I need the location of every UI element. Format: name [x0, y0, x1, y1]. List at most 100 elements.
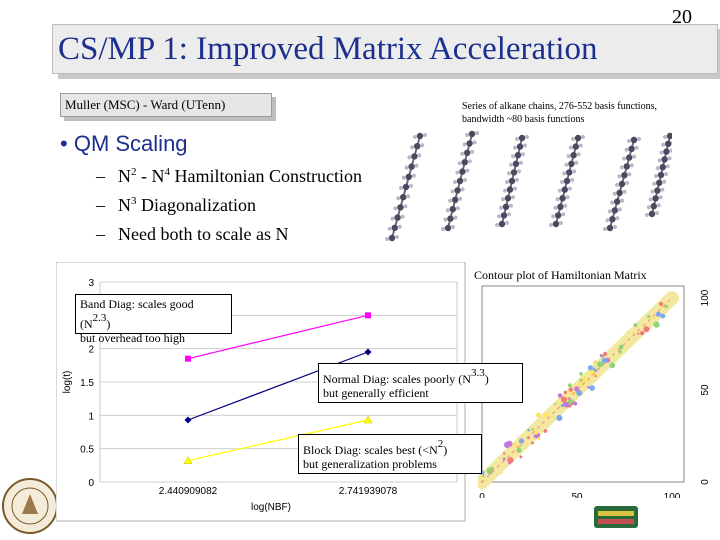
series-line: [187, 314, 369, 360]
hydrogen-atom: [561, 212, 566, 217]
carbon-atom: [391, 224, 398, 231]
hydrogen-atom: [450, 189, 455, 194]
hydrogen-atom: [507, 171, 511, 176]
contour-mark: [576, 390, 583, 397]
y-tick-label: 1: [88, 411, 94, 422]
hydrogen-atom: [385, 237, 389, 241]
y-tick-label: 1.5: [80, 378, 94, 389]
callout-block-text: Block Diag: scales best (<N: [303, 443, 438, 457]
contour-mark: [556, 414, 563, 421]
contour-mark: [637, 332, 640, 335]
contour-mark: [571, 402, 574, 406]
slide-title: CS/MP 1: Improved Matrix Acceleration: [58, 31, 598, 67]
carbon-atom: [650, 203, 657, 210]
carbon-atom: [609, 216, 616, 223]
callout-block-exp: 2: [437, 438, 444, 450]
carbon-atom: [408, 163, 415, 170]
hydrogen-atom: [581, 135, 585, 139]
sub1-base: N: [118, 166, 131, 186]
hydrogen-atom: [396, 196, 401, 201]
hydrogen-atom: [549, 223, 553, 227]
callout-band-text: Band Diag: scales good (N: [80, 297, 194, 331]
carbon-atom: [618, 180, 626, 188]
carbon-atom: [616, 189, 623, 196]
hydrogen-atom: [503, 188, 507, 193]
hydrogen-atom: [470, 149, 475, 154]
hydrogen-atom: [619, 165, 624, 170]
contour-mark: [530, 441, 534, 445]
carbon-atom: [621, 172, 628, 179]
hydrogen-atom: [656, 203, 661, 208]
hydrogen-atom: [551, 214, 556, 219]
contour-mark: [578, 380, 585, 387]
hydrogen-atom: [501, 197, 505, 202]
contour-mark: [574, 386, 580, 392]
contour-mark: [512, 442, 518, 448]
carbon-atom: [514, 152, 522, 159]
contour-mark: [579, 372, 583, 376]
hydrogen-atom: [423, 133, 427, 137]
sub1-mid: - N: [136, 166, 165, 186]
contour-mark: [596, 361, 604, 368]
carbon-atom: [516, 143, 524, 150]
contour-mark: [502, 457, 506, 461]
carbon-atom: [510, 169, 518, 176]
hydrogen-atom: [578, 143, 583, 148]
carbon-atom: [559, 195, 566, 202]
contour-x-tick: 50: [571, 492, 583, 498]
subbullet-1: – N2 - N4 Hamiltonian Construction: [96, 166, 362, 187]
hydrogen-atom: [448, 198, 453, 203]
contour-mark: [543, 429, 548, 433]
contour-mark: [618, 350, 622, 354]
contour-mark: [536, 437, 541, 441]
hydrogen-atom: [607, 209, 612, 214]
contour-mark: [479, 474, 483, 478]
subbullet-3: – Need both to scale as N: [96, 224, 288, 245]
callout-band-diag: Band Diag: scales good (N2.3) but overhe…: [75, 294, 232, 345]
hydrogen-atom: [627, 172, 632, 177]
carbon-atom: [563, 177, 571, 185]
hydrogen-atom: [495, 223, 499, 227]
contour-mark: [560, 396, 567, 403]
contour-mark: [503, 441, 511, 449]
authors-label: Muller (MSC) - Ward (UTenn): [60, 93, 272, 117]
carbon-atom: [411, 153, 418, 160]
carbon-atom: [557, 203, 564, 210]
hydrogen-atom: [663, 135, 667, 139]
carbon-atom: [466, 140, 473, 147]
contour-mark: [589, 370, 596, 377]
hydrogen-atom: [624, 147, 629, 152]
contour-mark: [560, 403, 564, 408]
hydrogen-atom: [400, 214, 405, 219]
hydrogen-atom: [457, 161, 462, 166]
hydrogen-atom: [497, 214, 501, 219]
carbon-atom: [459, 168, 466, 175]
carbon-atom: [648, 210, 656, 218]
hydrogen-atom: [560, 180, 564, 184]
hydrogen-atom: [443, 217, 448, 222]
carbon-atom: [611, 207, 618, 214]
callout-block-close: ): [443, 443, 448, 457]
carbon-atom: [663, 148, 670, 155]
hydrogen-atom: [393, 206, 398, 211]
contour-y-tick: 50: [700, 384, 711, 396]
hydrogen-atom: [517, 169, 521, 174]
carbon-atom: [444, 224, 452, 232]
hydrogen-atom: [566, 154, 571, 159]
contour-x-ticks: 0 50 100: [479, 492, 681, 498]
contour-y-tick: 0: [700, 479, 711, 485]
bullet-qm-scaling: • QM Scaling: [60, 131, 188, 156]
contour-mark: [633, 323, 638, 328]
hydrogen-atom: [622, 156, 627, 161]
hydrogen-atom: [403, 204, 408, 209]
hydrogen-atom: [465, 168, 470, 173]
hydrogen-atom: [570, 178, 574, 182]
hydrogen-atom: [401, 175, 406, 180]
data-point: [183, 456, 193, 464]
hydrogen-atom: [563, 203, 568, 208]
contour-mark: [563, 401, 570, 408]
sub2-rest: Diagonalization: [136, 195, 256, 215]
hydrogen-atom: [662, 179, 667, 184]
contour-mark: [579, 378, 583, 382]
contour-mark: [502, 452, 506, 455]
